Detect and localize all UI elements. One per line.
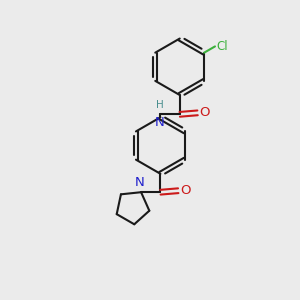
Text: N: N — [155, 116, 165, 129]
Text: Cl: Cl — [216, 40, 228, 53]
Text: O: O — [180, 184, 190, 197]
Text: N: N — [135, 176, 145, 189]
Text: H: H — [156, 100, 164, 110]
Text: O: O — [199, 106, 210, 119]
